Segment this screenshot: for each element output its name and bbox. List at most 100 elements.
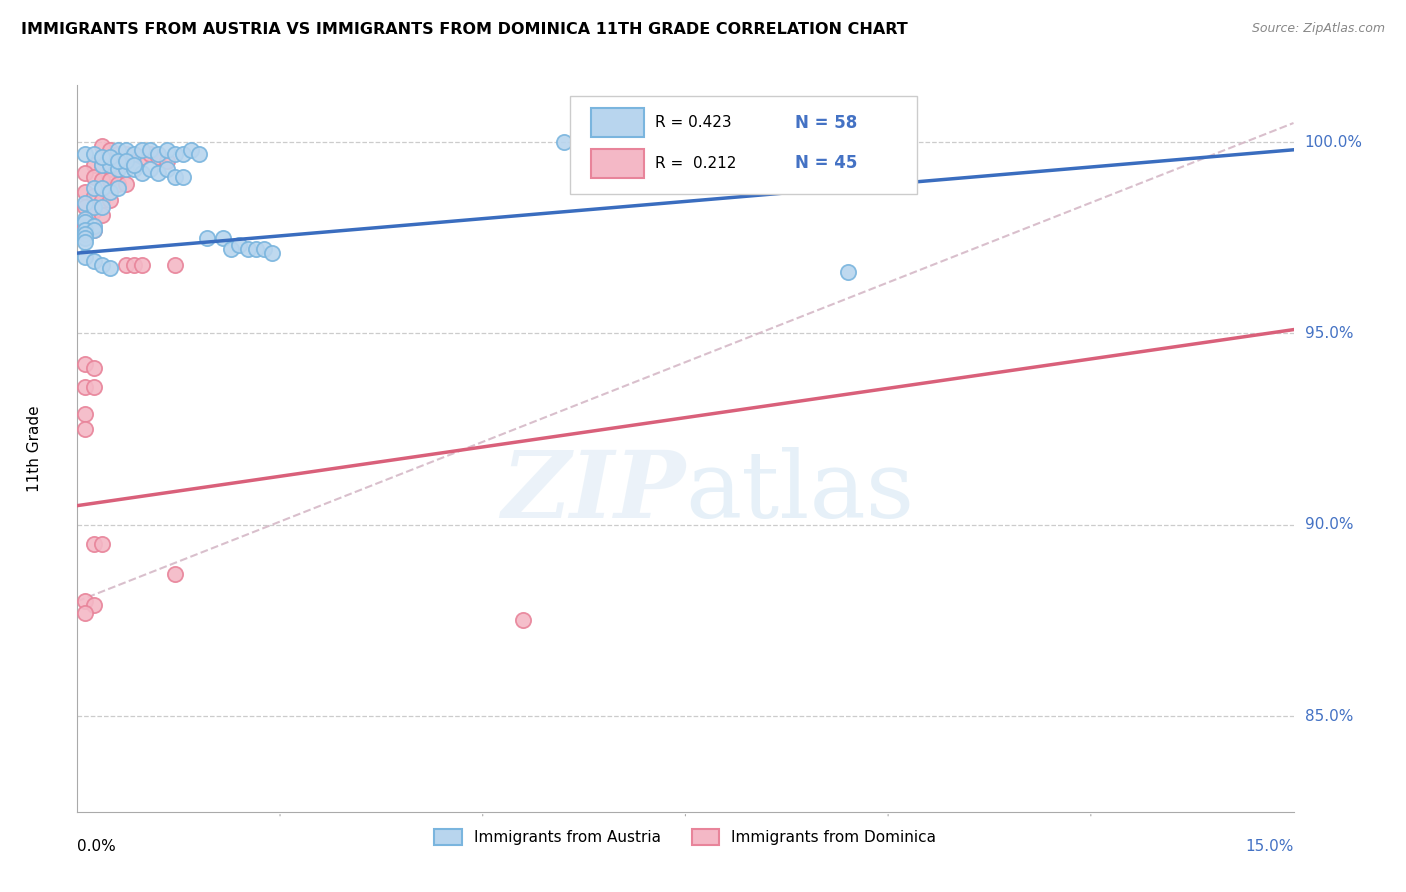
Point [155, 154, 177, 169]
Text: R =  0.212: R = 0.212 [655, 156, 737, 170]
Point [107, 154, 129, 169]
Point [107, 146, 129, 161]
Text: N = 45: N = 45 [794, 154, 858, 172]
Point [131, 143, 153, 157]
Point [163, 146, 186, 161]
Text: 90.0%: 90.0% [1305, 517, 1353, 533]
FancyBboxPatch shape [591, 108, 644, 137]
Point [122, 150, 145, 164]
Point [195, 231, 218, 245]
Point [83, 598, 105, 612]
Point [131, 166, 153, 180]
Point [75, 219, 97, 234]
Point [98, 193, 121, 207]
Text: 11th Grade: 11th Grade [27, 405, 42, 491]
Point [115, 161, 138, 176]
Point [75, 231, 97, 245]
Point [75, 200, 97, 214]
Point [90, 181, 112, 195]
Point [83, 223, 105, 237]
Point [139, 161, 162, 176]
Point [83, 169, 105, 184]
Point [75, 211, 97, 226]
Text: 95.0%: 95.0% [1305, 326, 1353, 341]
Point [115, 154, 138, 169]
Point [115, 143, 138, 157]
Point [253, 242, 276, 256]
Point [75, 380, 97, 394]
Point [139, 143, 162, 157]
Point [512, 614, 534, 628]
FancyBboxPatch shape [569, 95, 917, 194]
Point [75, 215, 97, 229]
Point [75, 146, 97, 161]
Point [90, 158, 112, 172]
Point [75, 357, 97, 371]
Point [75, 235, 97, 249]
Point [122, 146, 145, 161]
Point [75, 196, 97, 211]
Point [90, 208, 112, 222]
Point [163, 567, 186, 582]
Point [245, 242, 267, 256]
Text: N = 58: N = 58 [794, 113, 858, 131]
Point [107, 178, 129, 192]
Point [83, 537, 105, 551]
Point [83, 253, 105, 268]
Text: atlas: atlas [686, 447, 915, 537]
Point [98, 150, 121, 164]
Point [83, 146, 105, 161]
Point [236, 242, 259, 256]
Text: 85.0%: 85.0% [1305, 708, 1353, 723]
Point [83, 360, 105, 375]
Point [115, 146, 138, 161]
Point [83, 223, 105, 237]
Point [83, 219, 105, 234]
Text: ZIP: ZIP [501, 447, 686, 537]
Point [107, 181, 129, 195]
Point [172, 146, 194, 161]
Point [180, 143, 202, 157]
Point [107, 161, 129, 176]
Point [155, 143, 177, 157]
Point [83, 181, 105, 195]
Point [83, 204, 105, 219]
Point [83, 200, 105, 214]
Point [90, 158, 112, 172]
Point [163, 258, 186, 272]
Point [90, 258, 112, 272]
Point [148, 150, 170, 164]
Point [75, 227, 97, 241]
Point [115, 258, 138, 272]
Point [155, 161, 177, 176]
Point [139, 146, 162, 161]
Point [131, 150, 153, 164]
Point [98, 143, 121, 157]
Point [148, 146, 170, 161]
Point [260, 246, 283, 260]
Point [115, 178, 138, 192]
Point [212, 231, 235, 245]
Point [90, 200, 112, 214]
Point [98, 173, 121, 187]
Point [122, 161, 145, 176]
Point [75, 185, 97, 199]
Point [98, 261, 121, 276]
FancyBboxPatch shape [591, 149, 644, 178]
Point [172, 169, 194, 184]
Point [83, 380, 105, 394]
Point [90, 173, 112, 187]
Point [90, 537, 112, 551]
Text: IMMIGRANTS FROM AUSTRIA VS IMMIGRANTS FROM DOMINICA 11TH GRADE CORRELATION CHART: IMMIGRANTS FROM AUSTRIA VS IMMIGRANTS FR… [21, 22, 908, 37]
Point [122, 258, 145, 272]
Point [131, 258, 153, 272]
Legend: Immigrants from Austria, Immigrants from Dominica: Immigrants from Austria, Immigrants from… [429, 823, 942, 851]
Point [107, 143, 129, 157]
Point [75, 250, 97, 264]
Point [75, 223, 97, 237]
Point [75, 606, 97, 620]
Point [98, 185, 121, 199]
Text: 100.0%: 100.0% [1305, 135, 1362, 150]
Point [837, 265, 859, 279]
Text: 15.0%: 15.0% [1246, 839, 1294, 855]
